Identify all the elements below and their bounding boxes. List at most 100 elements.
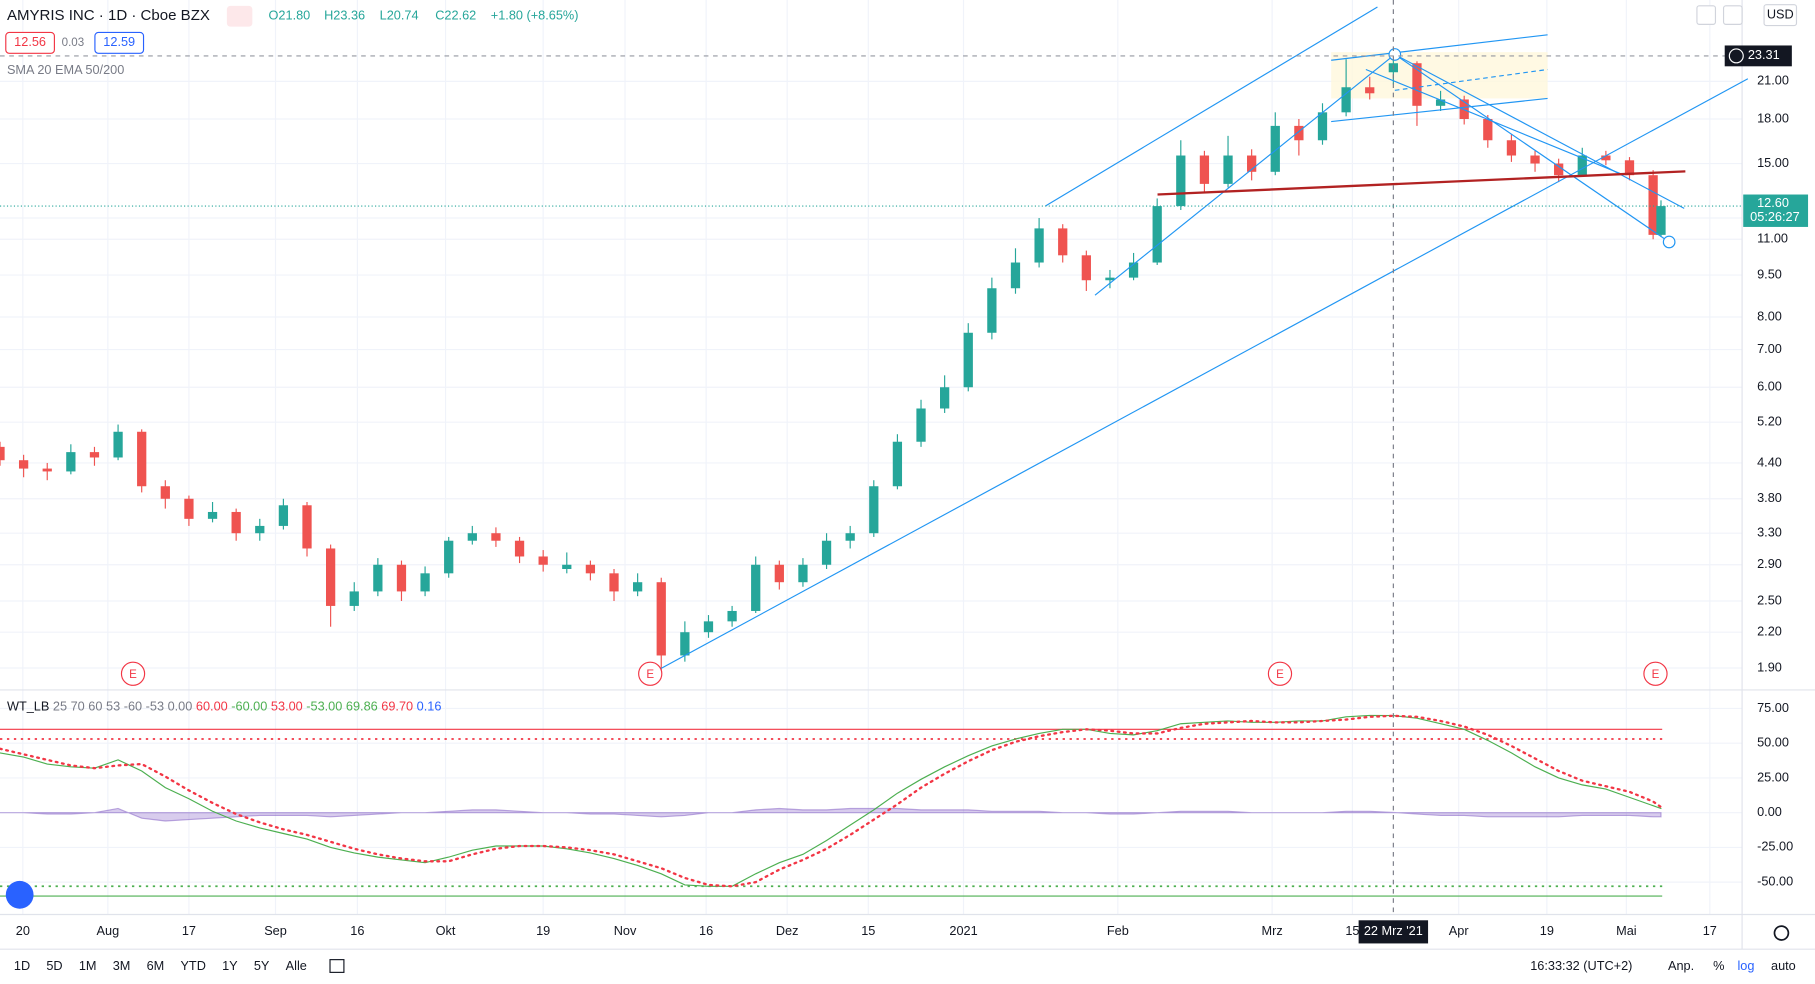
range-button[interactable]: 5Y	[254, 958, 270, 973]
x-tick-label: 15	[861, 923, 875, 938]
y-tick-label: 4.40	[1757, 454, 1782, 469]
x-tick-label: Dez	[776, 923, 799, 938]
candle-body	[1577, 155, 1587, 176]
x-tick-label: Nov	[614, 923, 637, 938]
earnings-marker[interactable]	[120, 661, 146, 686]
candle-body	[491, 533, 501, 541]
y-tick-label: 2.20	[1757, 624, 1782, 639]
add-alert-icon[interactable]	[1728, 48, 1744, 64]
legend-item: -60	[124, 699, 142, 714]
x-tick-label: 15	[1345, 923, 1359, 938]
legend-item: 69.70	[381, 699, 413, 714]
legend-item: 60	[88, 699, 102, 714]
candle-body	[349, 591, 359, 606]
x-tick-label: 19	[1540, 923, 1554, 938]
range-button[interactable]: 1D	[14, 958, 30, 973]
candle-body	[1530, 155, 1540, 164]
candle-body	[255, 525, 265, 534]
candle-body	[1058, 228, 1068, 256]
axis-option[interactable]: auto	[1771, 958, 1796, 973]
candle-body	[1624, 160, 1635, 176]
x-tick-label: 2021	[949, 923, 977, 938]
axis-option[interactable]: Anp.	[1668, 958, 1694, 973]
flag-button[interactable]	[226, 5, 253, 27]
candle-body	[1152, 206, 1162, 263]
ask-box[interactable]	[94, 31, 145, 54]
overlay: 21.0018.0015.0012.0011.009.508.007.006.0…	[0, 0, 1809, 944]
candle-body	[963, 332, 973, 388]
candle-body	[1506, 140, 1517, 156]
candle-body	[869, 486, 879, 534]
x-tick-label: 16	[350, 923, 364, 938]
trend-line	[1394, 53, 1685, 209]
legend-item: -60.00	[231, 699, 267, 714]
candle-body	[798, 564, 808, 583]
candle-body	[1034, 228, 1044, 263]
range-button[interactable]: Alle	[286, 958, 307, 973]
fullscreen-button[interactable]	[1722, 5, 1743, 25]
candle-body	[633, 582, 643, 592]
y-tick-label: 21.00	[1757, 73, 1789, 88]
candle-body	[1223, 155, 1233, 184]
range-button[interactable]: 1M	[79, 958, 97, 973]
pitchfork-median	[1394, 68, 1548, 91]
trend-line	[1365, 68, 1621, 175]
candle-body	[444, 540, 454, 574]
candle-body	[325, 548, 336, 606]
candle-body	[1247, 155, 1257, 172]
trend-line	[1094, 54, 1396, 296]
legend-item: 25	[53, 699, 67, 714]
bid-box[interactable]	[5, 31, 55, 54]
range-button[interactable]: 5D	[46, 958, 62, 973]
currency-box[interactable]	[1763, 4, 1798, 27]
candle-body	[66, 452, 76, 472]
candle-body	[89, 452, 100, 458]
date-range-icon[interactable]	[329, 959, 345, 973]
earnings-marker[interactable]	[1267, 661, 1293, 686]
candle-body	[1412, 63, 1422, 106]
pitchfork-line	[1331, 34, 1548, 61]
ohlc-open: O21.80	[269, 8, 311, 23]
logo	[5, 880, 34, 909]
bottom-toolbar: 1D 5D 1M 3M 6M YTD 1Y 5Y Alle 16:33:32 (UTC+2) Anp…	[14, 925, 1796, 973]
candle-body	[1128, 262, 1139, 278]
crosshair-x-box	[1358, 920, 1429, 944]
settings-icon[interactable]	[1773, 925, 1790, 941]
axis-option[interactable]: %	[1713, 958, 1724, 973]
candle-body	[940, 387, 950, 409]
y-tick-label: 6.00	[1757, 379, 1782, 394]
x-tick-label: Apr	[1449, 923, 1470, 938]
range-button[interactable]: 6M	[147, 958, 165, 973]
anchor-point	[1662, 235, 1676, 249]
range-button[interactable]: 1Y	[222, 958, 238, 973]
candle-body	[373, 564, 383, 592]
candle-body	[916, 408, 926, 442]
legend-item: 0.16	[417, 699, 442, 714]
scroll-button[interactable]	[1696, 5, 1717, 25]
candle-body	[987, 288, 997, 333]
marks	[0, 55, 1666, 897]
earnings-marker[interactable]	[638, 661, 663, 686]
y-tick-label: 2.90	[1757, 556, 1782, 571]
candle-body	[231, 511, 241, 534]
candle-body	[1010, 262, 1021, 289]
candle-body	[1105, 277, 1115, 281]
wt2-line	[0, 714, 1663, 888]
legend-item: -53.00	[306, 699, 342, 714]
candle-body	[1199, 155, 1210, 184]
range-button[interactable]: YTD	[180, 958, 205, 973]
x-tick-label: Aug	[97, 923, 120, 938]
ask: 12.59	[103, 34, 135, 49]
y-tick-label: 50.00	[1757, 735, 1789, 750]
candle-body	[1270, 125, 1280, 172]
range-button[interactable]: 3M	[113, 958, 131, 973]
candle-body	[207, 511, 218, 519]
y-tick-label: 9.50	[1757, 266, 1782, 281]
axis-option[interactable]: log	[1737, 958, 1754, 973]
y-tick-label: 18.00	[1757, 110, 1789, 125]
ohlc-close: C22.62	[435, 8, 476, 23]
earnings-marker[interactable]	[1643, 661, 1668, 686]
candle-body	[609, 573, 619, 592]
candle-body	[538, 556, 548, 565]
y-tick-label: 2.50	[1757, 592, 1782, 607]
